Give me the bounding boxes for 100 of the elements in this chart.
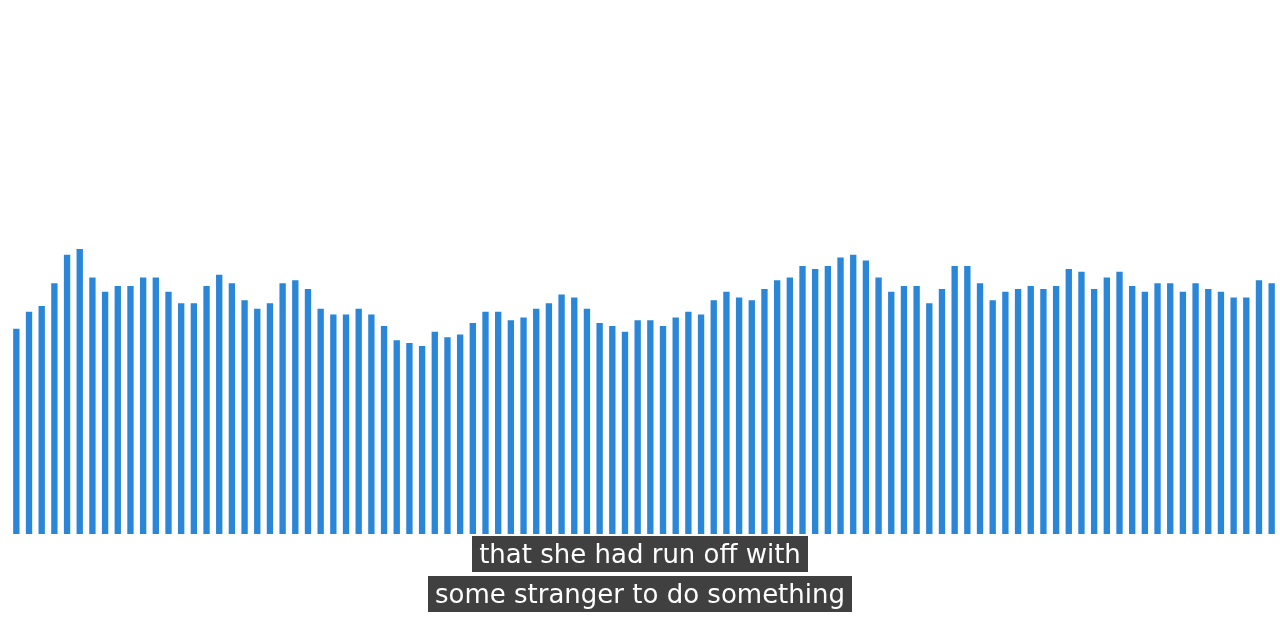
bar <box>368 314 375 534</box>
bar <box>1014 288 1022 534</box>
bar <box>418 345 426 534</box>
bar <box>380 325 388 534</box>
bar <box>165 291 172 534</box>
bar <box>469 323 476 534</box>
bar <box>292 280 299 534</box>
bar <box>621 331 629 534</box>
bar <box>330 314 337 534</box>
bar <box>748 300 755 534</box>
bar <box>812 268 819 534</box>
bar <box>824 266 832 534</box>
bar <box>456 334 464 534</box>
bar <box>786 277 793 534</box>
bar <box>304 288 312 534</box>
bar <box>127 286 134 534</box>
bar <box>1268 283 1275 534</box>
bar <box>355 308 362 534</box>
bar <box>1179 291 1187 534</box>
bar <box>279 283 286 534</box>
bar <box>431 331 438 534</box>
bar <box>1167 283 1174 534</box>
bar <box>888 291 895 534</box>
bar <box>101 291 109 534</box>
bar <box>1141 291 1149 534</box>
bar <box>1205 288 1212 534</box>
bar <box>723 291 730 534</box>
bar <box>710 300 717 534</box>
bar <box>799 266 806 534</box>
bar <box>545 303 553 534</box>
bar <box>444 337 451 534</box>
bar <box>482 311 489 534</box>
bar <box>507 320 515 534</box>
bar <box>1192 283 1199 534</box>
bar <box>190 303 198 534</box>
bar <box>495 311 502 534</box>
bar <box>342 314 350 534</box>
bar <box>1116 271 1123 534</box>
bar <box>697 314 705 534</box>
bar <box>596 323 603 534</box>
bar <box>634 320 641 534</box>
bar <box>216 274 223 534</box>
bar <box>241 300 248 534</box>
bar <box>976 283 984 534</box>
bar <box>773 280 781 534</box>
bar <box>1103 277 1110 534</box>
bar <box>406 343 413 534</box>
bar <box>1154 283 1161 534</box>
bar <box>571 297 578 534</box>
bar <box>850 254 857 534</box>
text: that she had run off with <box>472 536 808 572</box>
bar <box>837 257 844 534</box>
bar <box>317 308 324 534</box>
bar <box>913 286 920 534</box>
bar <box>900 286 908 534</box>
bar <box>685 311 692 534</box>
bar <box>114 286 121 534</box>
bar <box>735 297 743 534</box>
bar <box>25 311 33 534</box>
bar <box>761 288 768 534</box>
bar <box>178 303 185 534</box>
bar <box>558 294 565 534</box>
bar <box>1230 297 1237 534</box>
bar <box>583 308 591 534</box>
bar <box>938 288 946 534</box>
bar <box>989 300 996 534</box>
bar <box>51 283 58 534</box>
bar <box>609 325 616 534</box>
bar <box>647 320 654 534</box>
bar <box>964 266 971 534</box>
bar <box>139 277 147 534</box>
text: some stranger to do something <box>427 576 853 612</box>
bar <box>672 317 679 534</box>
bar <box>254 308 261 534</box>
bar <box>926 303 933 534</box>
bar <box>1129 286 1136 534</box>
bar <box>1217 291 1225 534</box>
bar <box>875 277 882 534</box>
bar <box>13 328 20 534</box>
bar <box>1078 271 1085 534</box>
bar <box>659 325 667 534</box>
bar <box>89 277 96 534</box>
bar <box>1065 268 1072 534</box>
bar <box>1243 297 1250 534</box>
bar <box>862 260 870 534</box>
bar <box>1040 288 1047 534</box>
bar <box>1090 288 1098 534</box>
bar <box>1052 286 1060 534</box>
bar <box>533 308 540 534</box>
bar <box>266 303 274 534</box>
bar <box>228 283 236 534</box>
bar <box>63 254 71 534</box>
bar <box>152 277 159 534</box>
bar <box>1255 280 1263 534</box>
bar <box>1027 286 1034 534</box>
bar <box>1002 291 1009 534</box>
bar <box>76 249 83 534</box>
bar <box>393 340 400 534</box>
bar <box>38 306 45 534</box>
bar <box>520 317 527 534</box>
